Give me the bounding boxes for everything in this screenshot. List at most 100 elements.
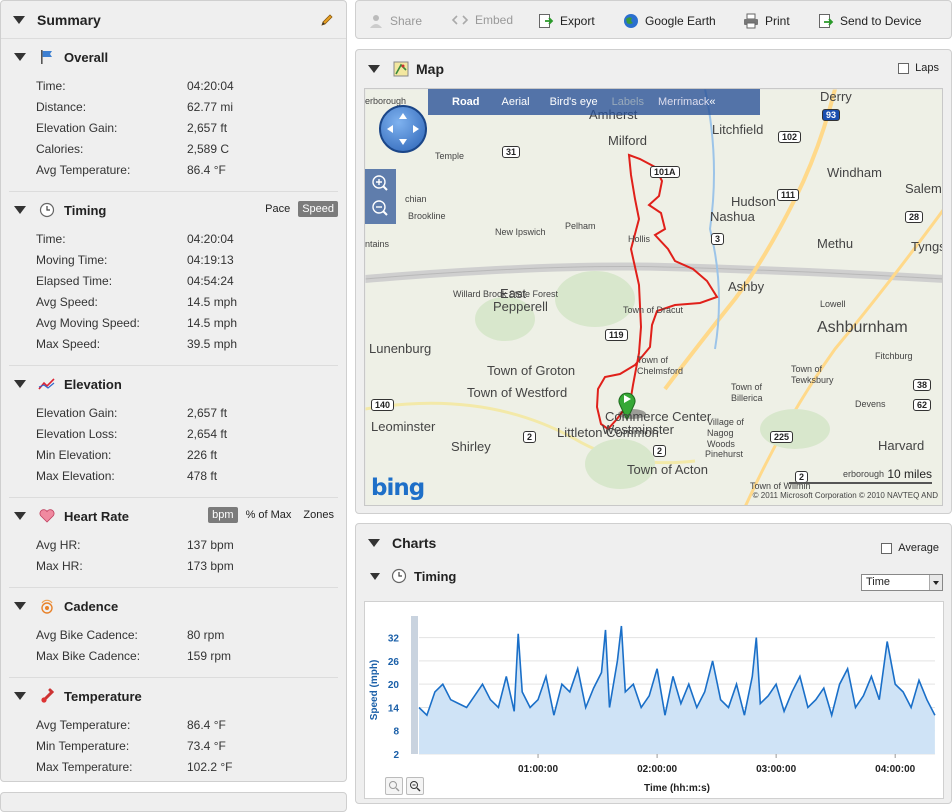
share-icon: [370, 15, 382, 28]
timing-chart-title: Timing: [414, 568, 457, 584]
speed-area-fill: [419, 626, 935, 754]
laps-checkbox[interactable]: [898, 62, 910, 74]
stat-label: Elevation Gain:: [36, 120, 118, 135]
collapse-triangle-icon[interactable]: [368, 65, 380, 73]
zones-toggle[interactable]: Zones: [303, 509, 334, 521]
road-shield: 140: [371, 399, 395, 411]
collapse-bar-icon[interactable]: «: [709, 96, 716, 108]
overall-rows: Time: 04:20:04 Distance: 62.77 mi Elevatio…: [9, 75, 338, 180]
place-label: Salem: [905, 181, 942, 196]
section-elevation: Elevation Elevation Gain: 2,657 ft Elevat…: [9, 366, 338, 498]
section-temperature-header[interactable]: Temperature: [9, 678, 338, 714]
speed-chart[interactable]: 2 8 14 20 26 32 01:00:00 02:00:00 03:00:00 04:00:…: [364, 601, 944, 799]
x-axis-select[interactable]: Time: [861, 574, 943, 591]
zoom-in-icon[interactable]: [372, 175, 388, 191]
road-shield: 101A: [650, 166, 680, 178]
section-overall-header[interactable]: Overall: [9, 39, 338, 75]
scale-label: 10 miles: [887, 467, 932, 481]
google-earth-label: Google Earth: [645, 14, 716, 28]
export-button[interactable]: Export: [538, 13, 595, 29]
google-earth-button[interactable]: Google Earth: [623, 13, 716, 29]
place-label: Lowell: [820, 299, 846, 309]
charts-title: Charts: [392, 535, 437, 551]
collapse-triangle-icon[interactable]: [14, 206, 26, 214]
stat-label: Avg Temperature:: [36, 717, 131, 732]
collapse-triangle-icon[interactable]: [13, 15, 25, 24]
section-elevation-header[interactable]: Elevation: [9, 366, 338, 402]
stat-row: Moving Time: 04:19:13: [9, 249, 338, 270]
laps-checkbox-group[interactable]: Laps: [898, 62, 939, 74]
place-label: Derry: [820, 89, 852, 104]
share-button[interactable]: Share: [368, 13, 422, 29]
zoom-out-icon[interactable]: [372, 200, 388, 216]
summary-header[interactable]: Summary: [1, 1, 346, 39]
stat-row: Avg Moving Speed: 14.5 mph: [9, 312, 338, 333]
stat-row: Max Elevation: 478 ft: [9, 465, 338, 486]
flag-icon: [38, 48, 56, 66]
send-to-device-button[interactable]: Send to Device: [818, 13, 921, 29]
map-title: Map: [416, 61, 444, 77]
route-map[interactable]: erborough Derry Amherst Litchfield Milfo…: [364, 88, 943, 506]
chevron-down-icon[interactable]: [929, 575, 942, 590]
stat-value: 137 bpm: [187, 537, 234, 552]
average-checkbox[interactable]: [881, 542, 893, 554]
place-label: New Ipswich: [495, 227, 546, 237]
chart-range-strip[interactable]: [411, 616, 418, 754]
stat-value: 14.5 mph: [187, 315, 238, 330]
place-label: Hollis: [628, 234, 651, 244]
collapse-triangle-icon[interactable]: [14, 692, 26, 700]
collapse-triangle-icon[interactable]: [14, 380, 26, 388]
collapse-triangle-icon[interactable]: [14, 602, 26, 610]
collapse-triangle-icon[interactable]: [368, 539, 380, 547]
y-tick-label: 14: [388, 703, 400, 714]
embed-button[interactable]: Embed: [451, 13, 513, 27]
pan-navigation-icon[interactable]: [379, 105, 427, 153]
stat-value: 86.4 °F: [187, 162, 226, 177]
bpm-toggle[interactable]: bpm: [208, 507, 238, 523]
map-header[interactable]: Map Laps: [356, 50, 951, 88]
collapse-triangle-icon[interactable]: [14, 512, 26, 520]
place-label: Ashby: [728, 279, 765, 294]
stat-row: Max Speed: 39.5 mph: [9, 333, 338, 354]
stat-label: Max Temperature:: [36, 759, 133, 774]
stat-value: 2,657 ft: [187, 120, 228, 135]
stat-value: 102.2 °F: [187, 759, 233, 774]
stat-value: 226 ft: [187, 447, 218, 462]
timing-chart-header[interactable]: Timing: [370, 567, 456, 585]
place-label: Pinehurst: [705, 449, 744, 459]
average-checkbox-group[interactable]: Average: [881, 542, 939, 554]
pencil-edit-icon[interactable]: [320, 13, 334, 27]
stat-value: 159 rpm: [187, 648, 232, 663]
chart-zoom-out-icon[interactable]: [406, 777, 424, 795]
globe-icon: [624, 14, 638, 28]
stat-row: Avg Bike Cadence: 80 rpm: [9, 624, 338, 645]
speed-toggle[interactable]: Speed: [298, 201, 338, 217]
view-birdseye-tab[interactable]: Bird's eye: [549, 96, 598, 108]
stat-row: Avg Temperature: 86.4 °F: [9, 714, 338, 735]
y-tick-label: 2: [393, 750, 399, 761]
place-label: Town of Tewksbury: [791, 364, 834, 385]
average-label: Average: [898, 542, 939, 554]
section-timing-header[interactable]: Timing Pace Speed: [9, 192, 338, 228]
print-button[interactable]: Print: [743, 13, 790, 29]
charts-header[interactable]: Charts Average: [356, 524, 951, 562]
road-shield: 93: [822, 109, 841, 121]
stat-label: Elevation Loss:: [36, 426, 118, 441]
place-label: Shirley: [451, 439, 491, 454]
collapse-triangle-icon[interactable]: [370, 572, 380, 580]
percent-of-max-toggle[interactable]: % of Max: [245, 509, 292, 521]
y-axis-label: Speed (mph): [369, 660, 380, 721]
route-track: [595, 153, 719, 431]
pace-toggle[interactable]: Pace: [265, 203, 291, 215]
section-timing-title: Timing: [64, 202, 107, 218]
section-cadence-header[interactable]: Cadence: [9, 588, 338, 624]
view-road-tab[interactable]: Road: [452, 96, 480, 108]
section-heart-rate-header[interactable]: Heart Rate bpm % of Max Zones: [9, 498, 338, 534]
chart-zoom-in-icon[interactable]: [385, 777, 403, 795]
view-labels-toggle[interactable]: Labels: [611, 96, 644, 108]
collapse-triangle-icon[interactable]: [14, 53, 26, 61]
start-marker-icon[interactable]: [610, 387, 650, 427]
view-aerial-tab[interactable]: Aerial: [501, 96, 530, 108]
stat-label: Avg Speed:: [36, 294, 98, 309]
y-tick-label: 8: [393, 727, 399, 738]
